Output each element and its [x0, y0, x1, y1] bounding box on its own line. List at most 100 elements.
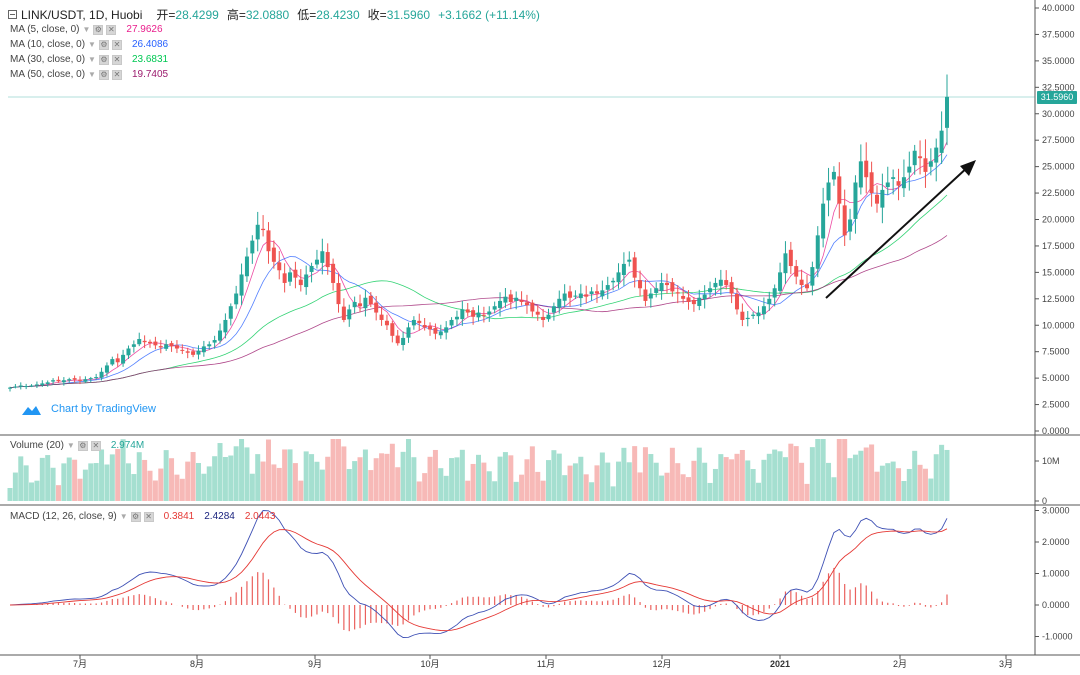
candle-body [724, 280, 729, 286]
low-value: 28.4230 [316, 8, 360, 22]
candle-body [244, 256, 249, 277]
close-icon[interactable]: ✕ [111, 69, 122, 80]
volume-bar [831, 477, 837, 501]
settings-icon[interactable]: ⚙ [77, 440, 88, 451]
volume-bar [255, 454, 261, 501]
candle-body [740, 311, 745, 320]
volume-bar [567, 465, 573, 501]
close-icon[interactable]: ✕ [111, 54, 122, 65]
price-tick-label: 2.5000 [1042, 400, 1070, 410]
volume-tick-label: 10M [1042, 456, 1060, 466]
volume-bar [265, 439, 271, 501]
watermark-text: Chart by TradingView [51, 403, 156, 415]
volume-bar [702, 462, 708, 501]
candle-body [702, 294, 707, 300]
caret-icon[interactable]: ▼ [88, 55, 96, 64]
settings-icon[interactable]: ⚙ [98, 54, 109, 65]
candle-body [551, 306, 556, 313]
volume-bar [341, 446, 347, 501]
volume-bar [179, 478, 185, 501]
volume-bar [276, 467, 282, 501]
macd-legend[interactable]: MACD (12, 26, close, 9) ▼ ⚙ ✕ 0.3841 2.4284 2.… [10, 509, 275, 524]
volume-bar [906, 468, 912, 501]
volume-bar [109, 454, 115, 501]
volume-bar [756, 482, 762, 501]
indicator-legend: MA (5, close, 0) ▼ ⚙ ✕ 27.9626 MA (10, close… [10, 22, 168, 82]
candle-body [589, 291, 594, 295]
candle-body [498, 300, 503, 308]
volume-legend[interactable]: Volume (20) ▼ ⚙ ✕ 2.974M [10, 438, 144, 453]
close-icon[interactable]: ✕ [90, 440, 101, 451]
settings-icon[interactable]: ⚙ [98, 39, 109, 50]
caret-icon[interactable]: ▼ [88, 40, 96, 49]
macd-label: MACD (12, 26, close, 9) [10, 511, 117, 522]
indicator-ma30[interactable]: MA (30, close, 0) ▼ ⚙ ✕ 23.6831 [10, 52, 168, 67]
price-tick-label: 27.5000 [1042, 135, 1075, 145]
volume-bar [72, 459, 78, 501]
volume-bar [594, 465, 600, 501]
ma-line [9, 194, 948, 388]
volume-bar [799, 462, 805, 501]
macd-tick-label: 2.0000 [1042, 537, 1070, 547]
price-tick-label: 40.0000 [1042, 3, 1075, 13]
caret-icon[interactable]: ▼ [66, 441, 75, 450]
volume-bar [432, 449, 438, 501]
volume-bar [928, 478, 934, 501]
volume-bar [389, 443, 395, 501]
volume-bar [777, 451, 783, 501]
candle-body [363, 297, 368, 309]
volume-bar [314, 461, 320, 501]
indicator-value: 19.7405 [131, 69, 169, 80]
volume-bar [556, 453, 562, 501]
volume-bar [637, 472, 643, 501]
volume-bar [481, 462, 487, 501]
volume-bar [249, 473, 255, 501]
candle-body [212, 340, 217, 343]
candle-body [411, 319, 416, 326]
volume-bar [185, 461, 191, 501]
volume-bar [605, 462, 611, 501]
close-icon[interactable]: ✕ [106, 24, 117, 35]
high-value: 32.0880 [245, 8, 290, 22]
close-icon[interactable]: ✕ [143, 511, 154, 522]
volume-bar [739, 449, 745, 501]
candle-body [78, 379, 83, 381]
candle-body [681, 296, 686, 299]
candle-body [234, 293, 239, 305]
volume-bar [642, 447, 648, 501]
volume-bar [939, 444, 945, 501]
candle-body [654, 288, 659, 293]
candle-body [250, 240, 255, 254]
settings-icon[interactable]: ⚙ [98, 69, 109, 80]
caret-icon[interactable]: ▼ [119, 512, 128, 521]
volume-bar [61, 463, 67, 501]
volume-bar [836, 439, 842, 501]
ma-line [9, 154, 948, 388]
candle-body [686, 297, 691, 302]
settings-icon[interactable]: ⚙ [93, 24, 104, 35]
volume-bar [282, 449, 288, 501]
collapse-icon[interactable] [8, 10, 17, 19]
time-tick-label: 12月 [652, 659, 671, 669]
close-icon[interactable]: ✕ [111, 39, 122, 50]
volume-bar [621, 447, 627, 501]
caret-icon[interactable]: ▼ [88, 70, 96, 79]
volume-bar [438, 468, 444, 501]
candle-body [492, 306, 497, 310]
indicator-ma10[interactable]: MA (10, close, 0) ▼ ⚙ ✕ 26.4086 [10, 37, 168, 52]
candle-body [648, 293, 653, 299]
tradingview-watermark[interactable]: Chart by TradingView [20, 402, 156, 416]
candle-body [169, 343, 174, 347]
volume-bar [379, 453, 385, 501]
indicator-ma5[interactable]: MA (5, close, 0) ▼ ⚙ ✕ 27.9626 [10, 22, 168, 37]
candle-body [228, 306, 233, 319]
caret-icon[interactable]: ▼ [82, 25, 91, 34]
candle-body [94, 377, 99, 379]
settings-icon[interactable]: ⚙ [130, 511, 141, 522]
volume-bar [233, 446, 239, 501]
candle-body [454, 316, 459, 320]
candle-body [325, 252, 330, 268]
indicator-ma50[interactable]: MA (50, close, 0) ▼ ⚙ ✕ 19.7405 [10, 67, 168, 82]
